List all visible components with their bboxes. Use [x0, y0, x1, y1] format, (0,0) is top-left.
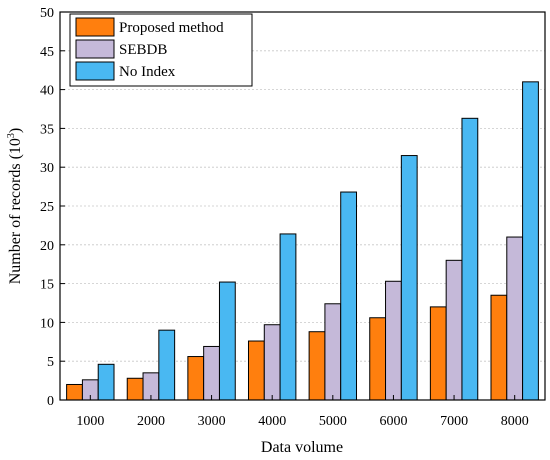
legend-label: Proposed method	[119, 20, 224, 36]
x-tick-label: 3000	[198, 414, 226, 429]
y-tick-label: 10	[40, 316, 54, 331]
bar	[461, 117, 479, 401]
bar	[247, 340, 265, 401]
x-tick-label: 1000	[76, 414, 104, 429]
bar	[445, 259, 463, 401]
bar	[126, 377, 144, 401]
x-tick-label: 7000	[440, 414, 468, 429]
x-tick-label: 4000	[258, 414, 286, 429]
y-axis-title: Number of records (103)	[6, 128, 24, 285]
bar	[324, 303, 342, 401]
bar	[340, 191, 358, 401]
y-tick-label: 45	[40, 45, 54, 60]
bar	[308, 331, 326, 401]
bar	[429, 306, 447, 401]
bar	[279, 233, 297, 401]
x-tick-label: 6000	[379, 414, 407, 429]
y-tick-label: 25	[40, 200, 54, 215]
bar	[97, 363, 115, 401]
legend-swatch	[75, 61, 115, 81]
bar	[66, 383, 83, 401]
x-axis-ticks: 1000 2000 3000 4000 5000 6000 7000 8000	[76, 395, 529, 429]
x-tick-label: 8000	[501, 414, 529, 429]
legend-swatch	[75, 17, 115, 37]
bar	[385, 280, 402, 401]
bar	[522, 81, 539, 401]
bar	[506, 236, 524, 401]
legend: Proposed method SEBDB No Index	[69, 13, 253, 87]
legend-label: SEBDB	[119, 42, 167, 58]
y-tick-label: 50	[40, 6, 54, 21]
bar	[263, 324, 281, 401]
bar	[203, 345, 220, 401]
x-tick-label: 2000	[137, 414, 165, 429]
bar	[369, 317, 387, 401]
bar	[400, 155, 418, 401]
bar	[187, 356, 205, 401]
legend-label: No Index	[119, 64, 176, 80]
bar	[158, 329, 176, 401]
y-tick-label: 20	[40, 239, 54, 254]
y-tick-label: 35	[40, 122, 54, 137]
y-axis-ticks: 0 5 10 15 20 25 30 35 40 45 50	[40, 6, 65, 409]
x-tick-label: 5000	[319, 414, 347, 429]
x-axis-title: Data volume	[261, 439, 343, 456]
bar	[490, 294, 508, 401]
bar	[218, 281, 236, 401]
y-tick-label: 15	[40, 278, 54, 293]
plot-frame	[59, 11, 546, 401]
bars	[66, 81, 539, 401]
y-tick-label: 0	[47, 394, 54, 409]
y-tick-label: 5	[47, 355, 54, 370]
y-tick-label: 40	[40, 84, 54, 99]
legend-swatch	[75, 39, 115, 59]
y-tick-label: 30	[40, 161, 54, 176]
